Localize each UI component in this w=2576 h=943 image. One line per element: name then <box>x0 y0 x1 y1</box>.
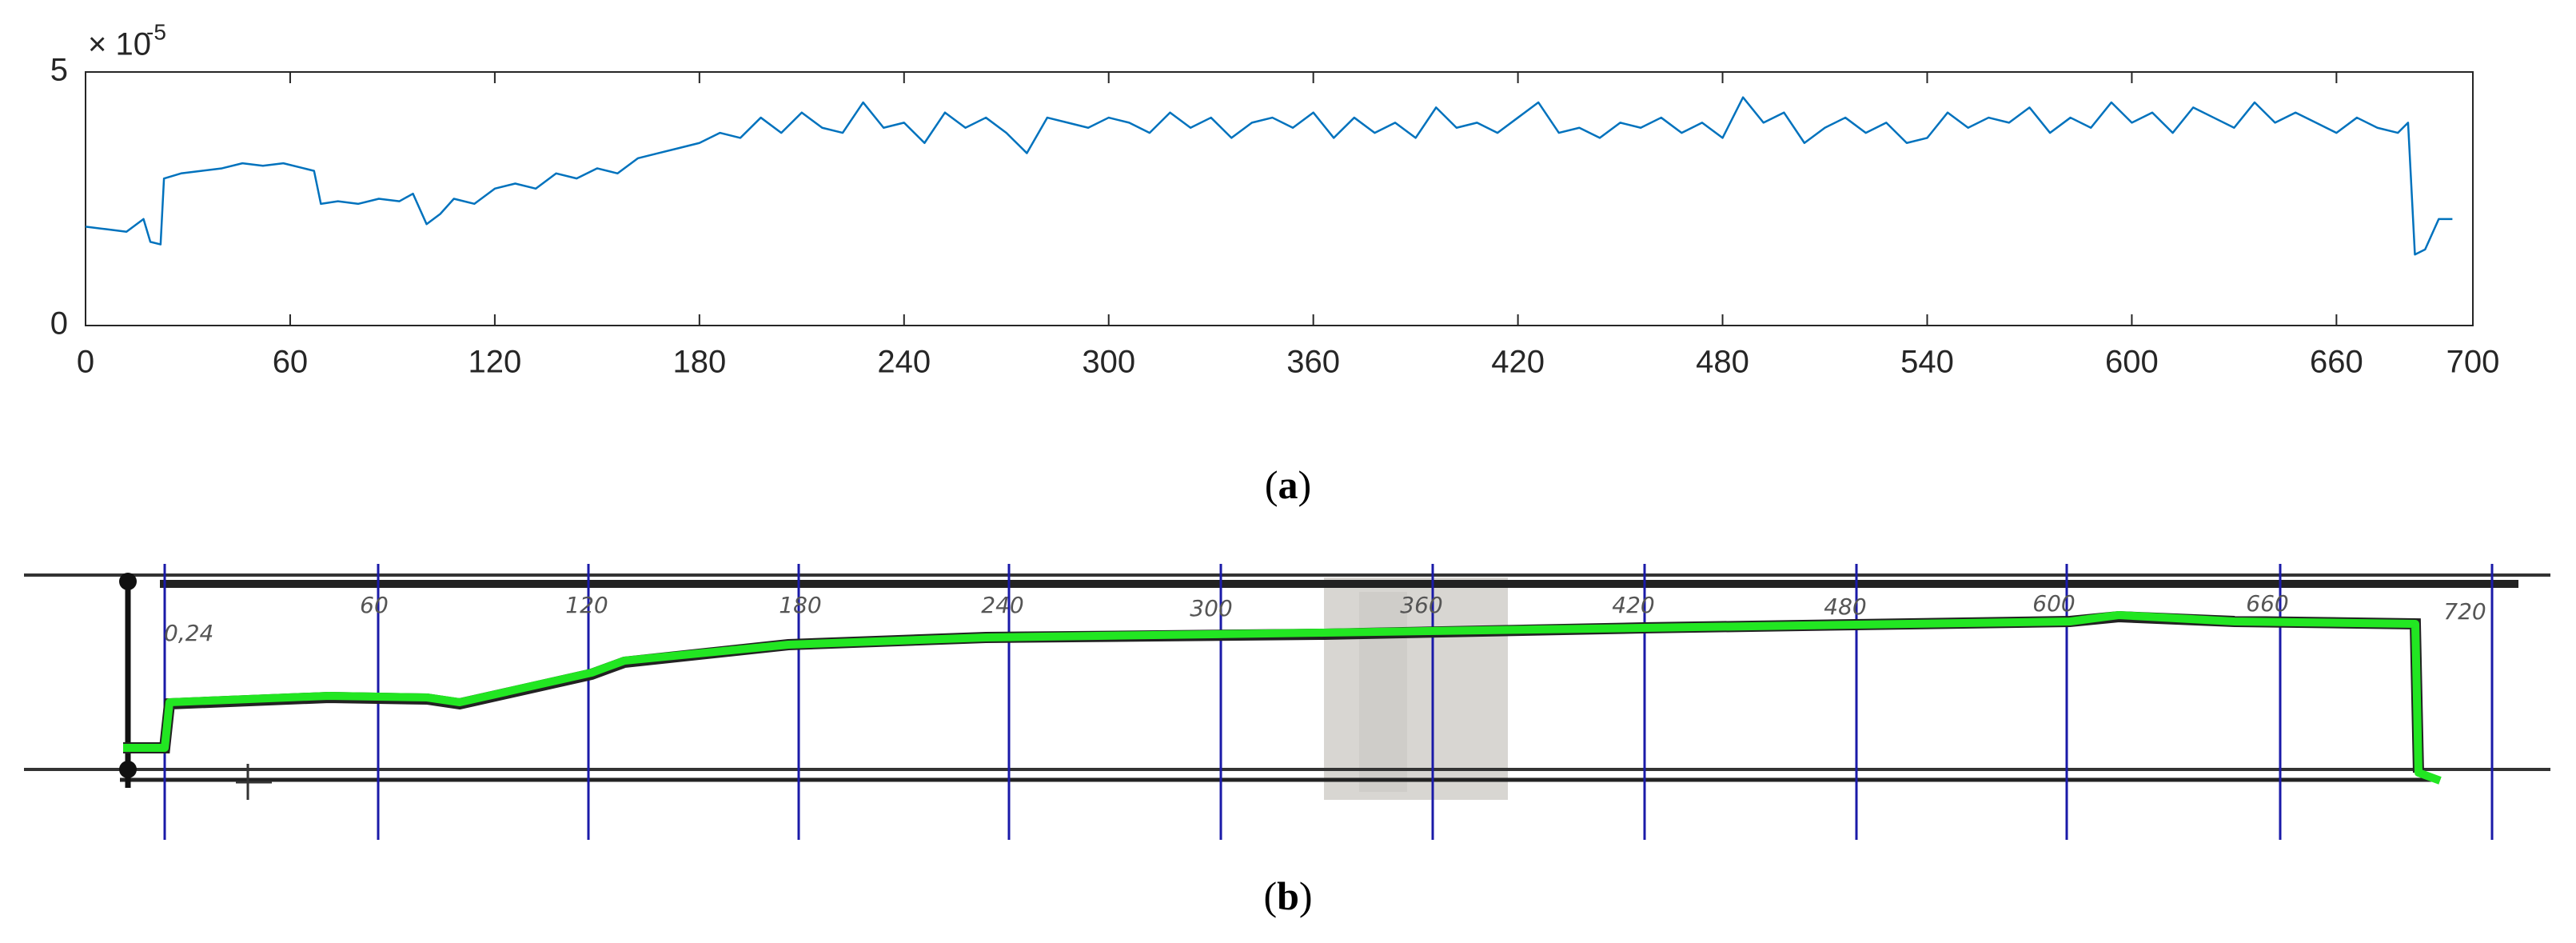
y-exponent: -5 <box>146 19 166 44</box>
x-tick-label: 660 <box>2310 345 2363 380</box>
hand-label: 120 <box>565 592 608 618</box>
hand-label: 300 <box>1190 595 1232 621</box>
x-tick-label: 180 <box>672 345 726 380</box>
hand-label: 60 <box>360 592 389 618</box>
caption-letter: a <box>1278 462 1298 507</box>
x-tick-label: 300 <box>1082 345 1135 380</box>
x-tick-label: 420 <box>1491 345 1545 380</box>
ink-trace <box>123 610 2424 773</box>
hand-label: 240 <box>981 592 1023 618</box>
caption-paren: ( <box>1265 462 1278 507</box>
hand-label: 600 <box>2032 590 2075 617</box>
blue-grid <box>163 564 2494 840</box>
scale-dot <box>119 573 137 590</box>
x-tick-label: 120 <box>469 345 522 380</box>
x-tick-label: 540 <box>1900 345 1954 380</box>
caption: (b) <box>1263 873 1312 918</box>
caption-paren: ) <box>1298 462 1312 507</box>
x-tick-label: 480 <box>1696 345 1749 380</box>
caption-letter: b <box>1277 873 1299 918</box>
caption-paren: ( <box>1263 873 1277 918</box>
plot-box <box>85 71 2474 326</box>
x-tick-label: 700 <box>2446 345 2500 380</box>
hand-label: 0,24 <box>164 620 213 646</box>
y-tick-label: 0 <box>50 306 68 342</box>
caption: (a) <box>1265 462 1311 507</box>
hand-label: 660 <box>2246 590 2288 617</box>
hand-label: 360 <box>1400 592 1442 618</box>
data-line <box>85 96 2453 256</box>
scale-dot <box>119 761 137 778</box>
x-tick-label: 240 <box>877 345 931 380</box>
scan-shade <box>1359 592 1407 792</box>
caption-paren: ) <box>1299 873 1313 918</box>
hand-label: 180 <box>779 592 821 618</box>
x-tick-label: 60 <box>273 345 309 380</box>
x-tick-label: 600 <box>2105 345 2159 380</box>
scan-panel: 60 120 180 240 300 360 420 480 600 660 7… <box>24 564 2550 840</box>
scan-patch <box>1324 577 1508 800</box>
hand-label: 480 <box>1824 593 1866 620</box>
x-tick-label: 0 <box>77 345 94 380</box>
green-trace <box>123 611 2442 785</box>
x-tick-label: 360 <box>1286 345 1340 380</box>
y-tick-label: 5 <box>50 53 68 88</box>
y-multiplier: × 10 <box>88 27 151 62</box>
hand-label: 720 <box>2443 598 2486 625</box>
hand-label: 420 <box>1612 592 1654 618</box>
